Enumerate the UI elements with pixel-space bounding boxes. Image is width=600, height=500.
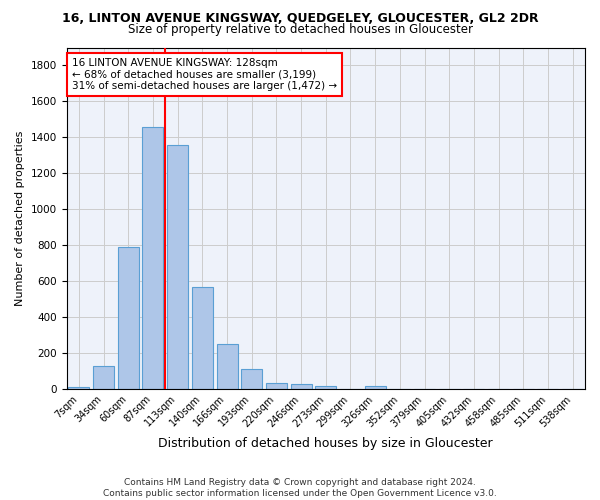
Y-axis label: Number of detached properties: Number of detached properties [15, 130, 25, 306]
Bar [315, 386, 336, 389]
Bar [68, 387, 89, 389]
Text: Size of property relative to detached houses in Gloucester: Size of property relative to detached ho… [128, 22, 473, 36]
Bar [241, 369, 262, 389]
Text: 16, LINTON AVENUE KINGSWAY, QUEDGELEY, GLOUCESTER, GL2 2DR: 16, LINTON AVENUE KINGSWAY, QUEDGELEY, G… [62, 12, 538, 26]
Text: Contains HM Land Registry data © Crown copyright and database right 2024.
Contai: Contains HM Land Registry data © Crown c… [103, 478, 497, 498]
Bar [93, 366, 114, 389]
Bar [142, 126, 163, 389]
Bar [118, 247, 139, 389]
Bar [290, 384, 311, 389]
Bar [365, 386, 386, 389]
Bar [266, 382, 287, 389]
Text: 16 LINTON AVENUE KINGSWAY: 128sqm
← 68% of detached houses are smaller (3,199)
3: 16 LINTON AVENUE KINGSWAY: 128sqm ← 68% … [72, 58, 337, 91]
Bar [217, 344, 238, 389]
Bar [192, 288, 213, 389]
Bar [167, 144, 188, 389]
X-axis label: Distribution of detached houses by size in Gloucester: Distribution of detached houses by size … [158, 437, 493, 450]
